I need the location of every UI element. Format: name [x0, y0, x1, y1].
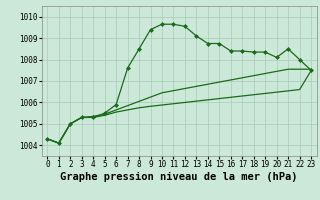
- X-axis label: Graphe pression niveau de la mer (hPa): Graphe pression niveau de la mer (hPa): [60, 172, 298, 182]
